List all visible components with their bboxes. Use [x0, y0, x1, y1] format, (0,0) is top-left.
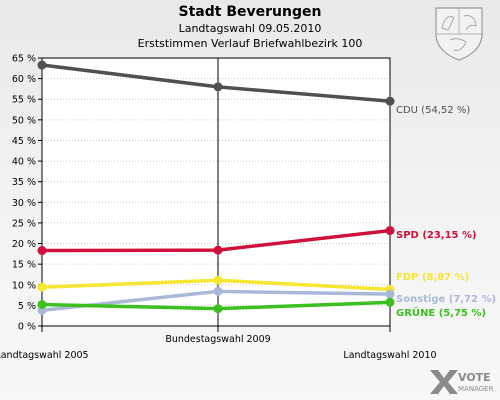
data-point [213, 82, 223, 92]
coat-of-arms-icon [435, 7, 483, 61]
data-point [37, 60, 47, 70]
y-tick-label: 20 % [12, 239, 36, 250]
vote-manager-logo: VOTE MANAGER [430, 370, 494, 394]
series-label: FDP (8,87 %) [396, 272, 469, 283]
series-label: SPD (23,15 %) [396, 230, 477, 241]
data-point [213, 286, 223, 296]
series-label: GRÜNE (5,75 %) [396, 305, 486, 319]
y-tick-label: 40 % [12, 157, 36, 168]
logo-manager-text: MANAGER [458, 385, 494, 393]
y-tick-label: 15 % [12, 260, 36, 271]
logo-vote-text: VOTE [458, 371, 491, 384]
series-label: CDU (54,52 %) [396, 105, 470, 116]
y-tick-label: 0 % [18, 322, 36, 333]
y-tick-label: 30 % [12, 198, 36, 209]
data-point [385, 226, 395, 236]
x-tick-label: Landtagswahl 2005 [0, 350, 89, 361]
chart-subtitle-2: Erststimmen Verlauf Briefwahlbezirk 100 [137, 37, 363, 50]
y-tick-label: 50 % [12, 115, 36, 126]
y-tick-label: 35 % [12, 177, 36, 188]
x-tick-label: Landtagswahl 2010 [343, 350, 436, 361]
y-tick-label: 10 % [12, 280, 36, 291]
data-point [213, 275, 223, 285]
data-point [37, 282, 47, 292]
y-tick-label: 65 % [12, 54, 36, 65]
y-tick-label: 45 % [12, 136, 36, 147]
data-point [385, 96, 395, 106]
data-point [213, 245, 223, 255]
series-label: Sonstige (7,72 %) [396, 294, 496, 305]
data-point [385, 289, 395, 299]
y-tick-label: 25 % [12, 218, 36, 229]
data-point [37, 246, 47, 256]
x-tick-label: Bundestagswahl 2009 [165, 334, 270, 345]
data-point [213, 304, 223, 314]
data-point [37, 300, 47, 310]
data-point [385, 297, 395, 307]
y-tick-label: 5 % [18, 301, 36, 312]
chart-subtitle: Landtagswahl 09.05.2010 [178, 22, 322, 35]
y-tick-label: 60 % [12, 74, 36, 85]
y-tick-label: 55 % [12, 95, 36, 106]
chart-title: Stadt Beverungen [178, 4, 322, 20]
